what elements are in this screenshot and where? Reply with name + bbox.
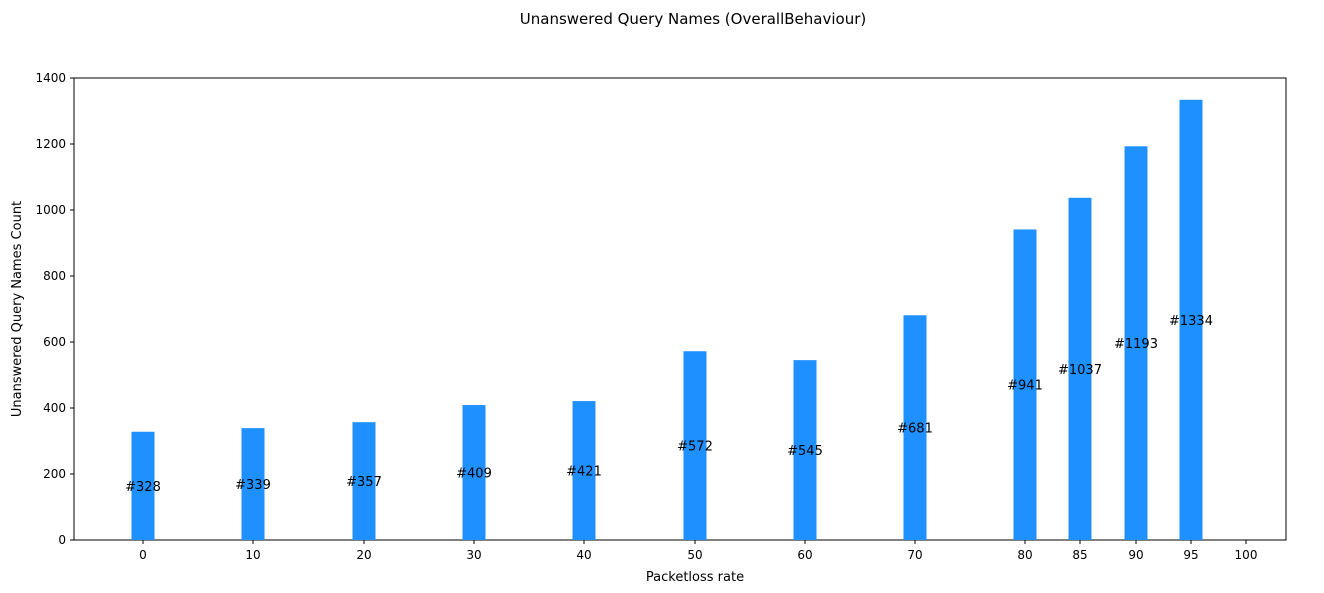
y-tick-label: 600 [43, 335, 66, 349]
x-tick-label: 85 [1072, 548, 1087, 562]
bar-data-label: #409 [456, 467, 492, 482]
bars [131, 99, 1203, 541]
bar [131, 431, 155, 540]
x-tick-label: 80 [1017, 548, 1032, 562]
bar-data-label: #545 [787, 444, 823, 459]
plot-area: #328 #339 #357 #409 #421 #572 #545 #681 #941 #103… [35, 71, 1287, 562]
bar [1179, 99, 1203, 540]
bar [241, 428, 265, 540]
bar-data-label: #1037 [1058, 363, 1102, 378]
y-axis-label: Unanswered Query Names Count [10, 201, 25, 417]
x-axis-ticks: 0 10 20 30 40 50 60 70 80 85 90 95 100 [139, 540, 1257, 562]
x-tick-label: 60 [797, 548, 812, 562]
bar-labels: #328 #339 #357 #409 #421 #572 #545 #681 #941 #103… [125, 314, 1213, 495]
y-tick-label: 1400 [35, 71, 66, 85]
y-axis-ticks: 0 200 400 600 800 1000 1200 1400 [35, 71, 74, 547]
x-tick-label: 100 [1235, 548, 1258, 562]
y-tick-label: 0 [58, 533, 66, 547]
y-tick-label: 800 [43, 269, 66, 283]
bar-data-label: #1193 [1114, 337, 1158, 352]
bar [352, 422, 376, 540]
bar [462, 405, 486, 540]
x-tick-label: 95 [1183, 548, 1198, 562]
bar-data-label: #421 [566, 465, 602, 480]
x-tick-label: 50 [687, 548, 702, 562]
bar [572, 401, 596, 540]
bar [1068, 197, 1092, 541]
bar-data-label: #1334 [1169, 314, 1213, 329]
bar-data-label: #339 [235, 478, 271, 493]
bar-data-label: #681 [897, 422, 933, 437]
y-tick-label: 1200 [35, 137, 66, 151]
x-tick-label: 20 [356, 548, 371, 562]
bar [793, 360, 817, 540]
x-tick-label: 90 [1128, 548, 1143, 562]
plot-frame [73, 77, 1287, 541]
x-tick-label: 0 [139, 548, 147, 562]
bar-data-label: #357 [346, 475, 382, 490]
bar [1013, 229, 1037, 540]
y-tick-label: 1000 [35, 203, 66, 217]
x-tick-label: 30 [466, 548, 481, 562]
x-axis-label: Packetloss rate [646, 570, 744, 585]
y-tick-label: 200 [43, 467, 66, 481]
bar-data-label: #941 [1007, 379, 1043, 394]
x-tick-label: 70 [907, 548, 922, 562]
y-tick-label: 400 [43, 401, 66, 415]
chart-title: Unanswered Query Names (OverallBehaviour… [520, 10, 866, 28]
bar [903, 315, 927, 540]
bar [1124, 146, 1148, 540]
bar-data-label: #328 [125, 480, 161, 495]
bar [683, 351, 707, 540]
bar-data-label: #572 [677, 440, 713, 455]
x-tick-label: 10 [245, 548, 260, 562]
x-tick-label: 40 [576, 548, 591, 562]
